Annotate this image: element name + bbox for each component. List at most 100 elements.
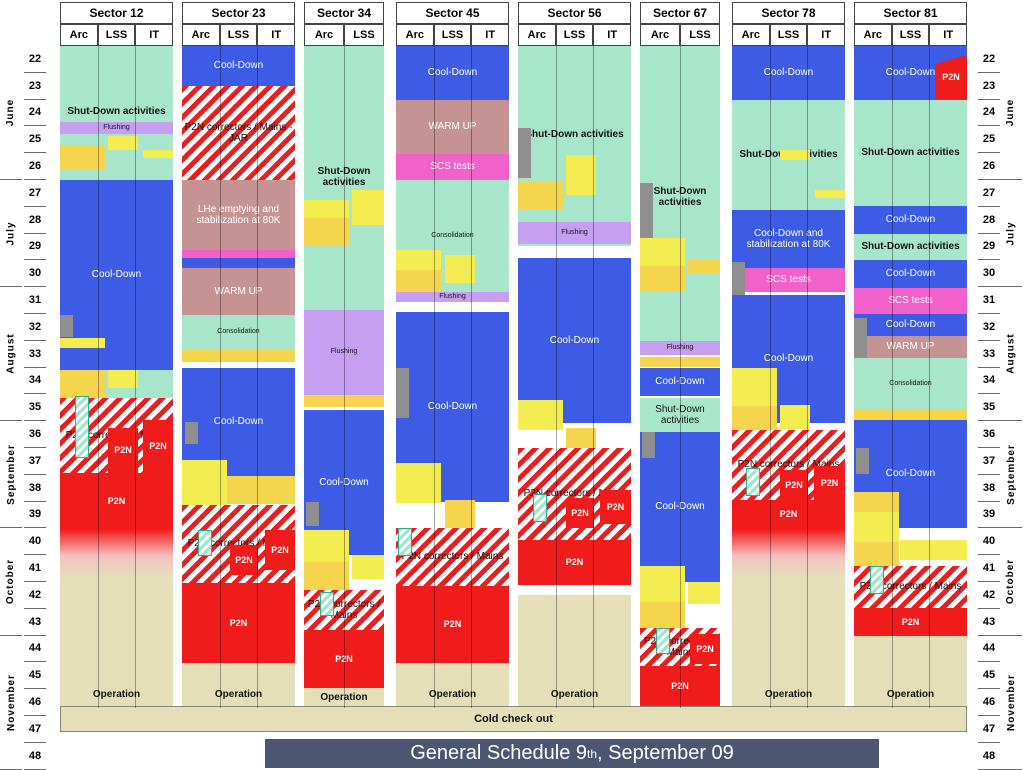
subcolumn-divider (257, 46, 259, 708)
month-label: November (1000, 635, 1022, 770)
sector67-yellow-block (688, 260, 720, 274)
sector34-yellow-block (304, 562, 349, 590)
sector-subcolumn-header: IT (929, 24, 967, 46)
sector67-hatched-marker (656, 628, 670, 654)
sector-header: Sector 56 (518, 2, 631, 24)
sector81-consolidation: Consolidation (854, 358, 967, 410)
sector-subcolumn-header: LSS (433, 24, 472, 46)
month-label-text: July (5, 221, 17, 246)
sector67-yellow-block (688, 582, 720, 604)
subcolumn-divider (807, 46, 809, 708)
sector23-scs-band (182, 250, 295, 258)
sector-subcolumn-header: IT (471, 24, 509, 46)
sector34-flushing: Flushing (304, 310, 384, 395)
month-label-text: June (5, 98, 17, 127)
week-number: 35 (978, 394, 1000, 422)
week-number: 46 (24, 689, 46, 716)
sector12-yellow-block (108, 370, 138, 388)
sector-header: Sector 12 (60, 2, 173, 24)
sector-subcolumn-header: Arc (518, 24, 556, 46)
month-label-text: November (1005, 673, 1017, 731)
week-number: 24 (978, 99, 1000, 127)
subcolumn-divider (433, 46, 435, 708)
sector-subcolumn-header: IT (593, 24, 631, 46)
week-number: 45 (24, 662, 46, 690)
sector12-operation: Operation (60, 579, 173, 708)
week-number: 32 (978, 314, 1000, 341)
month-label: June (1000, 46, 1022, 180)
sector12-hatched-marker (75, 396, 89, 458)
sector12-yellow-block (143, 150, 173, 158)
week-number: 46 (978, 689, 1000, 716)
sector56-p2n: P2N (600, 490, 631, 524)
sector78-yellow-block (815, 190, 845, 198)
sector78-yellow-block (732, 368, 777, 406)
sector45-yellow-block (396, 270, 441, 292)
sector23-consolidation: Consolidation (182, 315, 295, 350)
month-label-text: June (1005, 98, 1017, 127)
sector67-p2n-main: P2N (640, 666, 720, 706)
week-number: 35 (24, 394, 46, 422)
sector-subcolumn-header: IT (807, 24, 845, 46)
sector56-p2n-main: P2N (518, 540, 631, 585)
week-number: 44 (24, 635, 46, 663)
subcolumn-divider (680, 46, 681, 708)
sector-subcolumn-header: LSS (219, 24, 258, 46)
month-label-text: October (1005, 558, 1017, 605)
month-label: November (0, 635, 22, 770)
sector45-p2n: P2N (396, 586, 509, 663)
cold-checkout-bar: Cold check out (60, 706, 967, 732)
week-number: 36 (24, 421, 46, 448)
sector81-cooldown-4: Cool-Down (854, 314, 967, 336)
sector81-cooldown-2: Cool-Down (854, 206, 967, 234)
sector45-p2n-correctors: P2N correctors / Mains (396, 528, 509, 586)
week-number: 26 (978, 153, 1000, 180)
sector78-operation: Operation (732, 579, 845, 708)
month-label-text: October (5, 558, 17, 605)
subcolumn-divider (135, 46, 137, 708)
sector-subcolumn-header: LSS (769, 24, 808, 46)
week-number: 38 (24, 474, 46, 502)
month-label-text: September (1005, 443, 1017, 505)
sector45-yellow-block (445, 255, 475, 283)
sector56-yellow-block (518, 400, 563, 430)
month-label-text: July (1005, 221, 1017, 246)
sector78-scs: SCS tests (732, 268, 845, 292)
sector78-cooldown: Cool-Down (732, 46, 845, 100)
sector56-shutdown: Shut-Down activities (518, 125, 631, 145)
sector-subcolumn-header: Arc (304, 24, 344, 46)
sector45-yellow-block (445, 500, 475, 528)
sector23-yellow-block (227, 476, 295, 504)
week-number: 34 (978, 367, 1000, 395)
week-number: 44 (978, 635, 1000, 663)
sector56-yellow-block (566, 155, 596, 195)
sector-subcolumn-header: Arc (640, 24, 680, 46)
sector56-p2n: P2N (566, 498, 594, 528)
sector12-yellow-block (60, 370, 105, 398)
sector81-yellow-block (854, 492, 899, 512)
month-label: August (0, 287, 22, 422)
month-label: June (0, 46, 22, 180)
sector81-cooldown-3: Cool-Down (854, 260, 967, 288)
week-number: 26 (24, 153, 46, 180)
sector67-yellow-block (640, 266, 685, 292)
week-number: 42 (24, 582, 46, 609)
sector-subcolumn-header: LSS (97, 24, 136, 46)
sector34-yellow-block (304, 530, 349, 562)
sector78-fade (732, 529, 845, 579)
sector81-grey-marker (854, 318, 867, 366)
month-label: August (1000, 287, 1022, 422)
sector56-operation: Operation (518, 595, 631, 708)
sector34-hatched-marker (320, 592, 334, 616)
sector34-yellow-band (304, 395, 384, 407)
sector81-grey-marker (856, 448, 869, 474)
month-label-text: August (5, 333, 17, 374)
week-number: 33 (978, 340, 1000, 368)
sector-subcolumn-header: LSS (344, 24, 384, 46)
sector-subcolumn-header: LSS (680, 24, 720, 46)
sector12-yellow-block (60, 145, 105, 170)
sector81-yellow-block (854, 542, 899, 566)
sector45-scs: SCS tests (396, 154, 509, 180)
sector81-yellow-block (900, 540, 967, 560)
